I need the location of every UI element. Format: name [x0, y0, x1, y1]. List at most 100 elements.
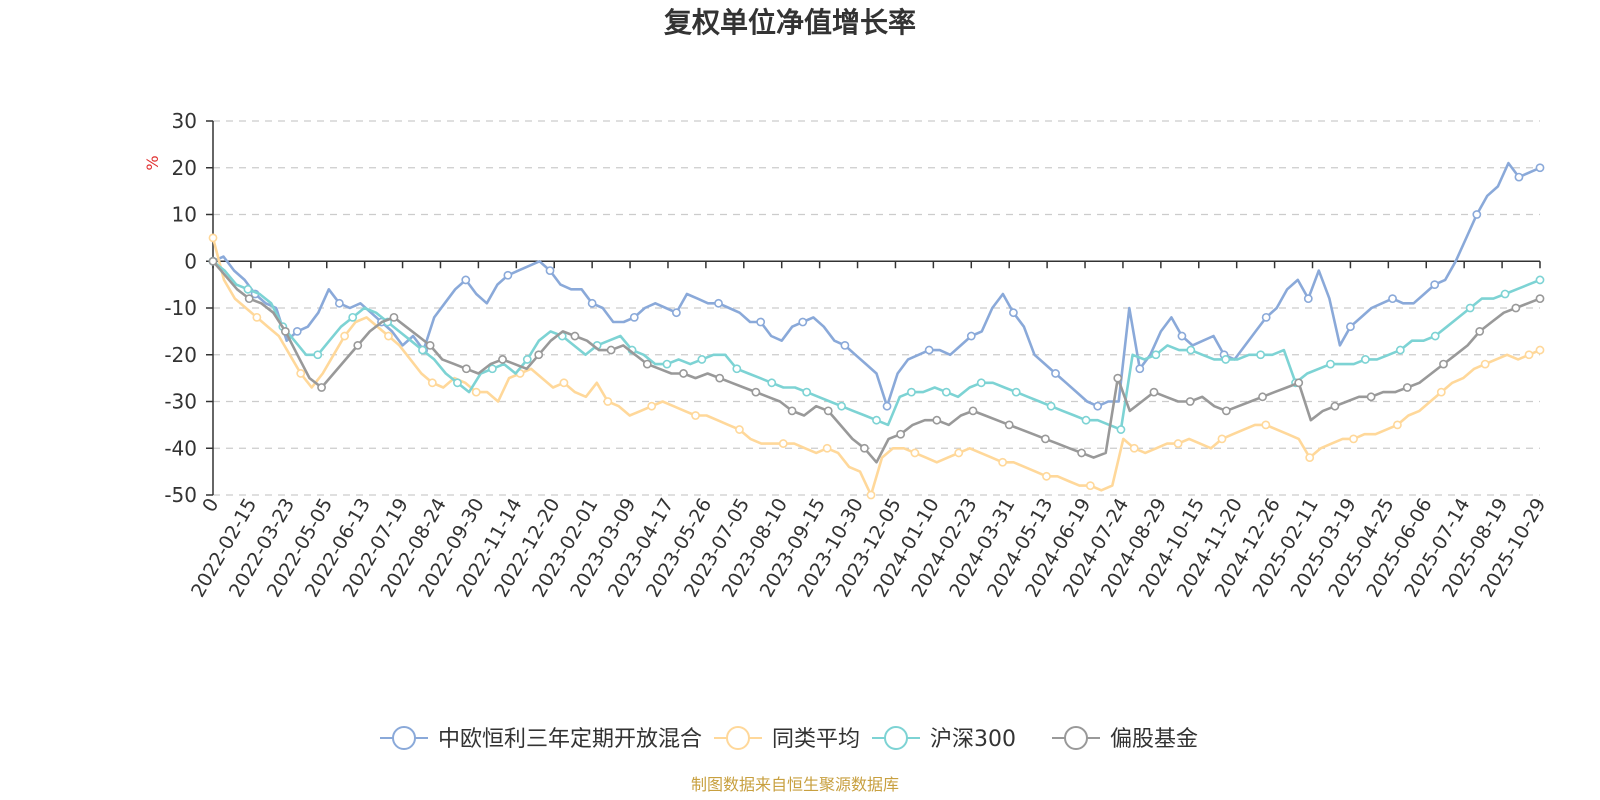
data-point	[1221, 406, 1231, 416]
data-point	[243, 284, 253, 294]
data-point	[1393, 420, 1402, 430]
data-point	[1113, 373, 1123, 383]
data-point	[522, 355, 532, 364]
data-point	[751, 387, 761, 397]
data-point	[679, 369, 688, 378]
data-point	[244, 294, 254, 304]
data-point	[976, 378, 986, 388]
data-point	[1149, 387, 1159, 397]
data-point	[647, 401, 657, 411]
data-point	[1349, 434, 1358, 444]
data-point	[1258, 392, 1267, 402]
data-point	[427, 378, 437, 388]
data-point	[1185, 397, 1195, 406]
data-point	[317, 383, 326, 392]
data-point	[798, 317, 808, 327]
data-point	[998, 457, 1008, 467]
series-lines	[208, 161, 1545, 500]
data-point	[866, 490, 876, 500]
y-axis-unit: %	[143, 155, 162, 170]
y-tick-label: -20	[164, 343, 197, 367]
y-tick-label: -50	[164, 483, 197, 507]
legend-item[interactable]: 中欧恒利三年定期开放混合	[380, 726, 702, 752]
data-point	[756, 317, 766, 327]
data-point	[534, 350, 544, 360]
y-tick-label: 10	[172, 203, 197, 227]
data-point	[662, 359, 672, 369]
data-point	[1366, 392, 1376, 402]
data-point	[389, 312, 399, 322]
y-tick-label: -40	[164, 436, 197, 460]
legend-marker-icon	[726, 726, 750, 750]
data-point	[1465, 303, 1475, 313]
data-point	[1081, 415, 1091, 425]
data-point	[1217, 434, 1227, 444]
data-point	[1051, 369, 1060, 378]
data-point	[498, 355, 507, 364]
data-point	[384, 331, 393, 341]
data-point	[1303, 294, 1313, 304]
data-point	[1360, 355, 1370, 364]
data-point	[822, 443, 832, 453]
data-point	[1535, 275, 1545, 285]
data-point	[1402, 383, 1412, 392]
data-point	[671, 308, 681, 318]
data-point	[907, 387, 916, 397]
data-point	[872, 415, 881, 425]
legend-item[interactable]: 沪深300	[872, 726, 1016, 752]
legend-marker-icon	[884, 726, 908, 750]
data-point	[1261, 420, 1271, 430]
data-point	[1535, 294, 1545, 304]
data-point	[453, 378, 462, 388]
data-point	[732, 364, 742, 374]
data-point	[778, 439, 788, 448]
data-point	[1436, 387, 1446, 397]
data-point	[353, 340, 363, 350]
legend[interactable]: 中欧恒利三年定期开放混合 同类平均 沪深300 偏股基金	[380, 726, 1198, 752]
data-point	[1305, 453, 1315, 462]
data-point	[1040, 434, 1050, 444]
legend-label: 中欧恒利三年定期开放混合	[438, 727, 702, 752]
data-point	[559, 378, 569, 388]
data-point	[313, 350, 323, 360]
y-tick-label: -10	[164, 296, 197, 320]
data-point	[1011, 387, 1021, 397]
legend-item[interactable]: 偏股基金	[1052, 726, 1198, 752]
y-tick-label: 20	[172, 156, 197, 180]
data-point	[1077, 448, 1086, 458]
chart-title: 复权单位净值增长率	[664, 6, 916, 39]
data-point	[425, 340, 435, 350]
x-tick-label-origin: 0	[198, 495, 223, 516]
data-point	[1524, 350, 1534, 360]
data-point	[1004, 420, 1014, 430]
data-point	[348, 312, 358, 322]
data-point	[932, 415, 942, 425]
data-point	[208, 256, 218, 266]
data-point	[1514, 172, 1524, 182]
legend-label: 沪深300	[930, 727, 1016, 752]
legend-marker-icon	[392, 726, 416, 750]
y-axis: 30 20 10 0 -10 -20 -30 -40 -50	[164, 109, 214, 507]
data-point	[1093, 401, 1103, 411]
series-line	[211, 237, 1541, 497]
data-point	[1116, 425, 1126, 434]
data-point	[968, 406, 978, 416]
data-point	[334, 298, 344, 308]
data-point	[1085, 481, 1095, 491]
legend-item[interactable]: 同类平均	[714, 726, 860, 752]
data-point	[1388, 294, 1397, 304]
data-point	[896, 429, 906, 439]
data-point	[714, 298, 723, 308]
data-point	[802, 387, 812, 397]
data-point	[545, 266, 555, 275]
data-point	[418, 345, 427, 355]
data-point	[1430, 280, 1440, 290]
legend-label: 同类平均	[772, 727, 860, 752]
data-point	[966, 331, 976, 341]
series-line	[212, 260, 1541, 464]
data-point	[823, 406, 833, 416]
data-point	[1177, 331, 1187, 341]
data-point	[252, 312, 262, 322]
data-point	[642, 359, 652, 369]
